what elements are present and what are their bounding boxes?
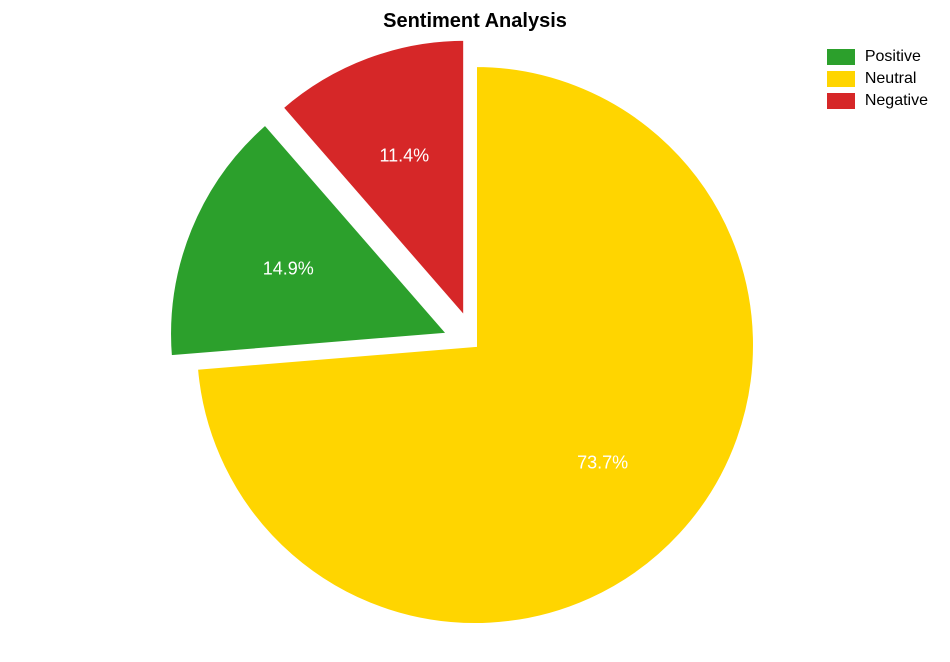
legend-swatch [827,93,855,109]
legend-item: Neutral [827,70,928,88]
legend-swatch [827,71,855,87]
legend-label: Neutral [865,70,917,88]
legend-swatch [827,49,855,65]
legend-item: Negative [827,92,928,110]
legend-label: Negative [865,92,928,110]
pie-chart [0,0,950,662]
slice-label: 14.9% [263,259,314,280]
legend: Positive Neutral Negative [827,48,928,114]
slice-label: 73.7% [577,452,628,473]
legend-item: Positive [827,48,928,66]
slice-label: 11.4% [379,146,429,167]
legend-label: Positive [865,48,921,66]
